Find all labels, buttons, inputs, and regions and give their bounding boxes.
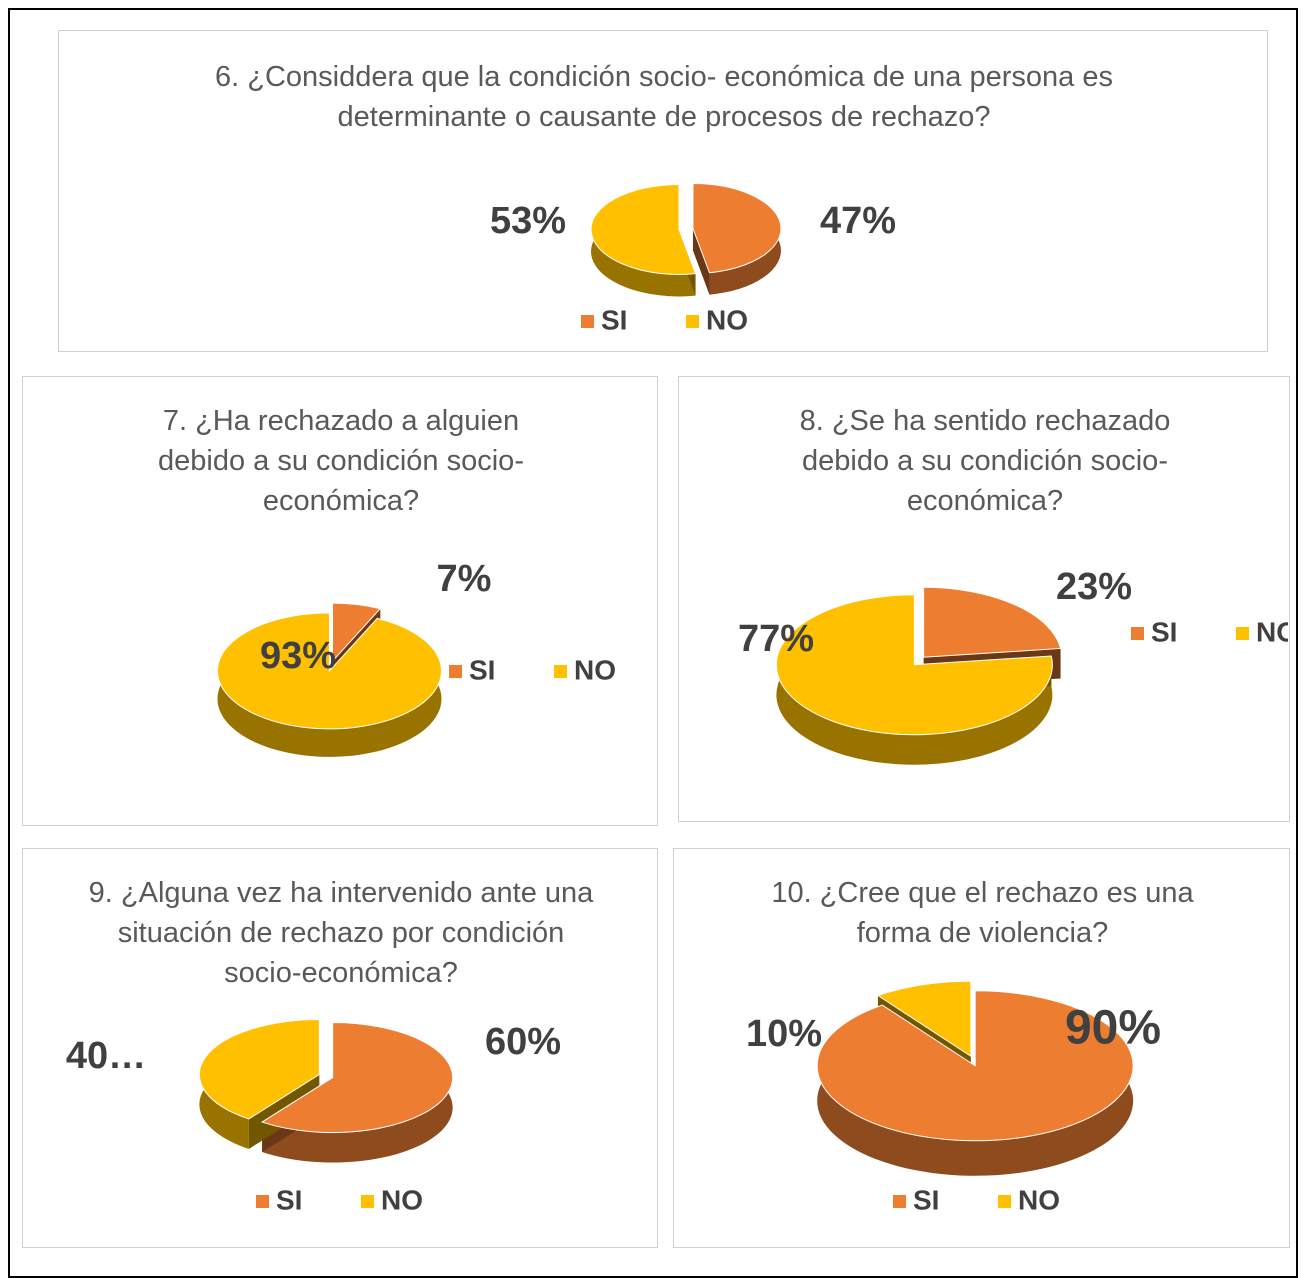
pie-slice — [216, 612, 442, 730]
pie-slice — [198, 1018, 320, 1120]
pie-slice — [816, 990, 1134, 1142]
legend-label: NO — [1256, 616, 1288, 647]
pie-slice — [332, 602, 382, 663]
chart-title: 7. ¿Ha rechazado a alguien debido a su c… — [158, 405, 524, 517]
data-label: 77% — [738, 618, 814, 660]
pie-slice — [876, 980, 972, 1058]
chart-panel: 6. ¿Considdera que la condición socio- e… — [58, 30, 1268, 352]
legend-swatch — [256, 1195, 269, 1208]
legend-label: NO — [574, 654, 616, 685]
legend-swatch — [1236, 627, 1249, 640]
legend-swatch — [554, 665, 567, 678]
pie-slice — [923, 586, 1062, 658]
chart-panel: 10. ¿Cree que el rechazo es una forma de… — [673, 848, 1290, 1248]
chart-panel: 9. ¿Alguna vez ha intervenido ante una s… — [22, 848, 658, 1248]
legend-label: SI — [276, 1184, 302, 1215]
legend-label: SI — [1151, 616, 1177, 647]
chart-title: 10. ¿Cree que el rechazo es una forma de… — [771, 877, 1194, 949]
data-label: 47% — [820, 200, 896, 242]
pie-chart: 23% 77% SI NO — [738, 566, 1288, 765]
legend: SI NO — [1131, 616, 1288, 647]
legend-label: NO — [706, 304, 748, 335]
data-label: 53% — [490, 200, 566, 242]
data-label: 90% — [1065, 1002, 1161, 1055]
chart-title: 6. ¿Considdera que la condición socio- e… — [215, 61, 1113, 133]
legend: SI NO — [256, 1184, 423, 1215]
legend: SI NO — [893, 1184, 1060, 1215]
pie-chart: 90% 10% SI NO — [746, 980, 1161, 1215]
legend: SI NO — [581, 304, 748, 335]
pie-slice — [692, 183, 782, 274]
pie-cut — [692, 228, 710, 295]
legend-label: SI — [913, 1184, 939, 1215]
legend: SI NO — [449, 654, 616, 685]
data-label: 40… — [66, 1035, 146, 1077]
chart-title: 8. ¿Se ha sentido rechazado debido a su … — [799, 405, 1171, 517]
pie-tops — [816, 980, 1134, 1142]
legend-swatch — [449, 665, 462, 678]
pie-tops — [216, 602, 442, 730]
pie-slice — [590, 183, 697, 275]
legend-label: NO — [381, 1184, 423, 1215]
data-label: 93% — [260, 635, 336, 677]
chart-panel: 8. ¿Se ha sentido rechazado debido a su … — [678, 376, 1290, 822]
data-label: 23% — [1056, 566, 1132, 608]
pie-slice — [775, 594, 1053, 736]
pie-chart: 7% 93% SI NO — [216, 558, 616, 757]
data-label: 7% — [437, 558, 492, 600]
chart-title: 9. ¿Alguna vez ha intervenido ante una s… — [88, 877, 594, 989]
chart-panel: 7. ¿Ha rechazado a alguien debido a su c… — [22, 376, 658, 826]
pie-slice — [260, 1022, 454, 1134]
data-label: 60% — [485, 1021, 561, 1063]
legend-swatch — [1131, 627, 1144, 640]
legend-swatch — [581, 315, 594, 328]
legend-swatch — [893, 1195, 906, 1208]
legend-label: NO — [1018, 1184, 1060, 1215]
data-label: 10% — [746, 1013, 822, 1055]
pie-chart: 47% 53% SI NO — [490, 183, 896, 335]
legend-swatch — [998, 1195, 1011, 1208]
pie-tops — [198, 1018, 454, 1134]
pie-tops — [775, 586, 1062, 736]
pie-tops — [590, 183, 782, 275]
legend-label: SI — [469, 654, 495, 685]
legend-swatch — [686, 315, 699, 328]
pie-chart: 60% 40… SI NO — [66, 1018, 561, 1215]
legend-label: SI — [601, 304, 627, 335]
legend-swatch — [361, 1195, 374, 1208]
